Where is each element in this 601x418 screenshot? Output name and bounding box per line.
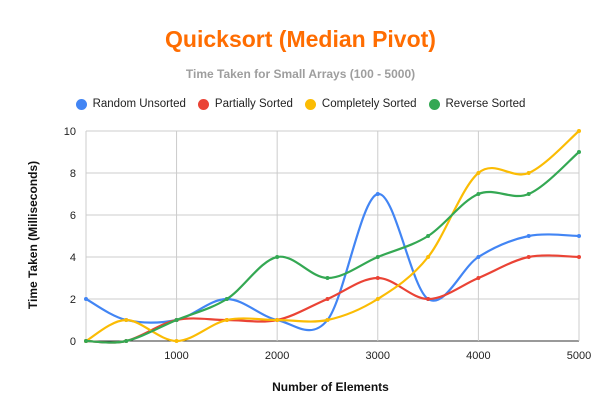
data-point-random-unsorted xyxy=(577,234,581,238)
data-point-reverse-sorted xyxy=(375,255,380,259)
data-point-random-unsorted xyxy=(84,297,88,301)
x-axis-label: Number of Elements xyxy=(272,380,389,394)
data-point-completely-sorted xyxy=(375,297,380,301)
legend-label: Completely Sorted xyxy=(321,98,417,110)
data-point-reverse-sorted xyxy=(325,276,330,280)
data-point-partially-sorted xyxy=(325,297,330,301)
data-point-completely-sorted xyxy=(476,171,481,175)
legend-label: Reverse Sorted xyxy=(445,98,526,110)
data-point-reverse-sorted xyxy=(526,192,531,196)
data-point-partially-sorted xyxy=(577,255,581,259)
y-tick-label: 4 xyxy=(70,252,76,264)
data-point-reverse-sorted xyxy=(224,297,229,301)
legend-item-completely-sorted: Completely Sorted xyxy=(304,98,417,110)
data-point-random-unsorted xyxy=(375,192,380,196)
x-tick-label: 2000 xyxy=(265,350,289,362)
data-point-completely-sorted xyxy=(325,318,330,322)
y-tick-label: 10 xyxy=(64,126,76,138)
data-point-completely-sorted xyxy=(426,255,431,259)
legend: Random Unsorted Partially Sorted Completel… xyxy=(0,96,601,112)
series-line-completely-sorted xyxy=(84,129,581,343)
data-point-completely-sorted xyxy=(124,318,129,322)
chart-subtitle: Time Taken for Small Arrays (100 - 5000) xyxy=(185,67,416,81)
data-point-completely-sorted xyxy=(174,339,179,343)
legend-item-partially-sorted: Partially Sorted xyxy=(197,98,293,110)
data-point-reverse-sorted xyxy=(84,339,88,343)
y-axis-label: Time Taken (Milliseconds) xyxy=(26,160,40,310)
data-point-random-unsorted xyxy=(476,255,481,259)
legend-marker xyxy=(197,98,209,110)
data-point-random-unsorted xyxy=(526,234,531,238)
series-line-reverse-sorted xyxy=(84,150,581,344)
data-point-reverse-sorted xyxy=(174,318,179,322)
series-line-random-unsorted xyxy=(84,192,581,332)
y-tick-label: 8 xyxy=(70,168,76,180)
x-tick-label: 1000 xyxy=(164,350,188,362)
x-tick-label: 3000 xyxy=(366,350,390,362)
data-point-partially-sorted xyxy=(426,297,431,301)
data-point-reverse-sorted xyxy=(577,150,581,154)
data-point-reverse-sorted xyxy=(124,339,129,343)
legend-label: Partially Sorted xyxy=(214,98,293,110)
data-point-reverse-sorted xyxy=(476,192,481,196)
data-point-completely-sorted xyxy=(577,129,581,133)
legend-marker xyxy=(304,98,316,110)
data-point-completely-sorted xyxy=(224,318,229,322)
data-point-reverse-sorted xyxy=(275,255,280,259)
data-point-partially-sorted xyxy=(476,276,481,280)
y-tick-label: 0 xyxy=(70,336,76,348)
legend-item-reverse-sorted: Reverse Sorted xyxy=(428,98,526,110)
x-tick-label: 4000 xyxy=(466,350,490,362)
legend-marker xyxy=(75,98,87,110)
y-tick-label: 2 xyxy=(70,294,76,306)
legend-item-random-unsorted: Random Unsorted xyxy=(75,98,186,110)
legend-label: Random Unsorted xyxy=(92,98,186,110)
y-tick-label: 6 xyxy=(70,210,76,222)
chart-title: Quicksort (Median Pivot) xyxy=(165,26,436,52)
legend-marker xyxy=(428,98,440,110)
data-point-partially-sorted xyxy=(526,255,531,259)
data-point-completely-sorted xyxy=(526,171,531,175)
x-tick-label: 5000 xyxy=(567,350,591,362)
data-point-partially-sorted xyxy=(375,276,380,280)
data-point-completely-sorted xyxy=(275,318,280,322)
data-point-reverse-sorted xyxy=(426,234,431,238)
